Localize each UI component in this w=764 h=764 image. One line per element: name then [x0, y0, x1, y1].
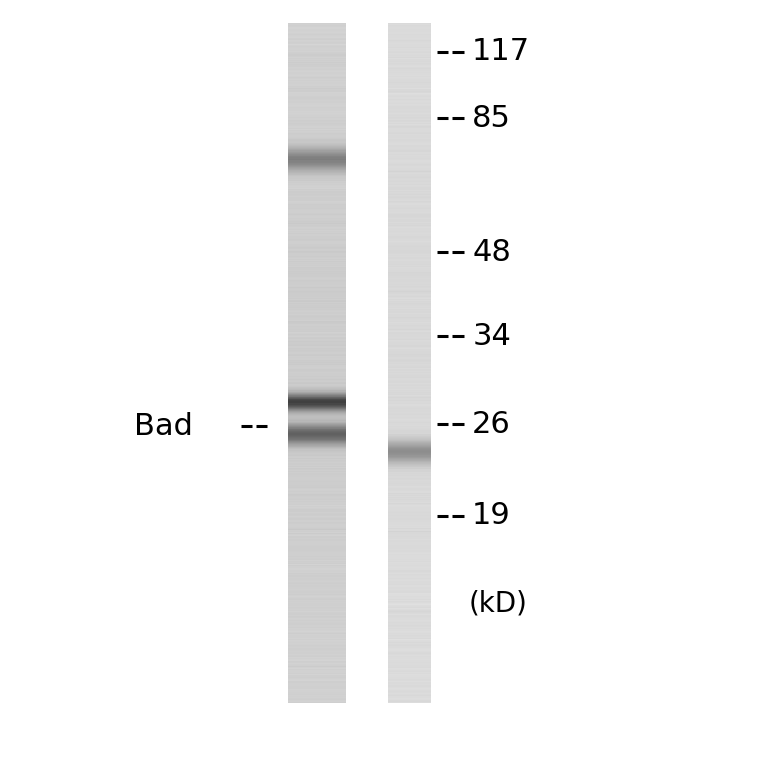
Text: 117: 117 — [472, 37, 530, 66]
Text: 19: 19 — [472, 501, 511, 530]
Text: 48: 48 — [472, 238, 511, 267]
Text: Bad: Bad — [134, 412, 193, 441]
Text: 26: 26 — [472, 410, 511, 439]
Text: (kD): (kD) — [468, 590, 527, 617]
Text: 34: 34 — [472, 322, 511, 351]
Text: 85: 85 — [472, 104, 511, 133]
